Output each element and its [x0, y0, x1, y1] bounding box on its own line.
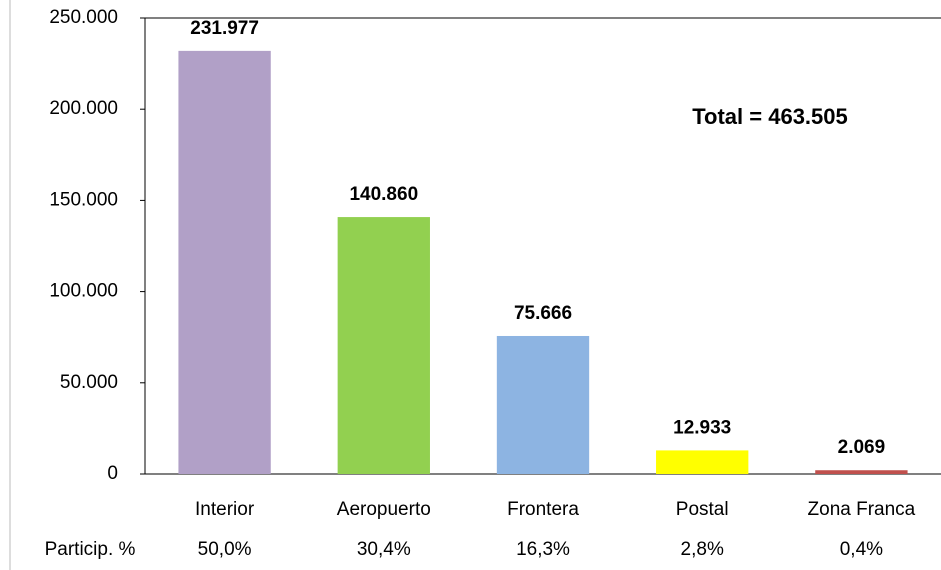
bar	[496, 335, 590, 474]
x-tick-label: Aeropuerto	[337, 499, 431, 520]
y-tick-label: 250.000	[49, 7, 118, 28]
y-tick-label: 0	[107, 463, 118, 484]
value-label: 75.666	[514, 303, 572, 324]
x-tick-label: Interior	[195, 499, 255, 520]
x-tick-label: Zona Franca	[808, 499, 916, 520]
y-tick-label: 200.000	[49, 98, 118, 119]
bar	[815, 470, 908, 474]
share-title: Particip. %	[45, 539, 136, 560]
bar	[178, 50, 271, 474]
y-tick-label: 150.000	[49, 189, 118, 210]
share-label: 50,0%	[198, 539, 252, 560]
share-label: 2,8%	[681, 539, 724, 560]
value-label: 2.069	[838, 437, 886, 458]
value-label: 12.933	[673, 417, 731, 438]
value-label: 231.977	[190, 18, 259, 39]
share-label: 0,4%	[840, 539, 883, 560]
y-tick-label: 50.000	[60, 372, 118, 393]
x-tick-label: Frontera	[507, 499, 579, 520]
bar	[656, 450, 749, 474]
share-label: 16,3%	[516, 539, 570, 560]
x-tick-label: Postal	[676, 499, 729, 520]
y-tick-label: 100.000	[49, 281, 118, 302]
share-label: 30,4%	[357, 539, 411, 560]
value-label: 140.860	[349, 184, 418, 205]
bar	[337, 217, 430, 475]
total-annotation: Total = 463.505	[692, 104, 848, 129]
